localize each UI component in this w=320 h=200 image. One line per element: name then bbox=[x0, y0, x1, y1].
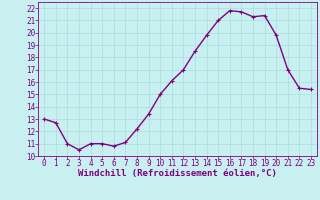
X-axis label: Windchill (Refroidissement éolien,°C): Windchill (Refroidissement éolien,°C) bbox=[78, 169, 277, 178]
